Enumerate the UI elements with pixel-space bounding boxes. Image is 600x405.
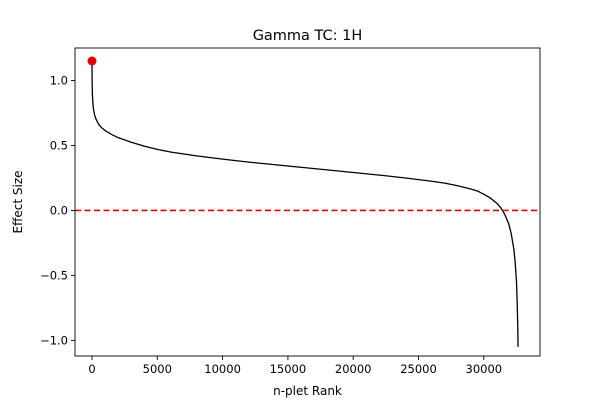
y-tick-label: 0.5 — [50, 138, 68, 152]
x-tick-label: 30000 — [466, 362, 503, 376]
max-point-marker — [87, 56, 97, 66]
x-tick-label: 25000 — [400, 362, 437, 376]
y-axis-label: Effect Size — [11, 171, 25, 234]
axes-border — [74, 47, 541, 357]
x-tick-label: 20000 — [335, 362, 372, 376]
series-line-0 — [91, 60, 519, 347]
x-tick-label: 15000 — [270, 362, 307, 376]
x-axis-ticks: 0 5000 10000 15000 20000 25000 30000 — [88, 356, 502, 376]
chart-title: Gamma TC: 1H — [253, 28, 363, 44]
x-tick-label: 5000 — [143, 362, 172, 376]
y-tick-label: −1.0 — [40, 333, 68, 347]
y-tick-label: 0.0 — [50, 203, 68, 217]
x-tick-label: 10000 — [204, 362, 241, 376]
axes-frame — [74, 47, 541, 357]
y-tick-label: 1.0 — [50, 73, 68, 87]
x-axis-label: n-plet Rank — [273, 384, 342, 398]
plot-area — [75, 48, 540, 356]
x-tick-label: 0 — [88, 362, 95, 376]
y-axis-ticks: −1.0 −0.5 0.0 0.5 1.0 — [40, 73, 75, 347]
plot-content — [75, 56, 540, 347]
y-tick-label: −0.5 — [40, 268, 68, 282]
